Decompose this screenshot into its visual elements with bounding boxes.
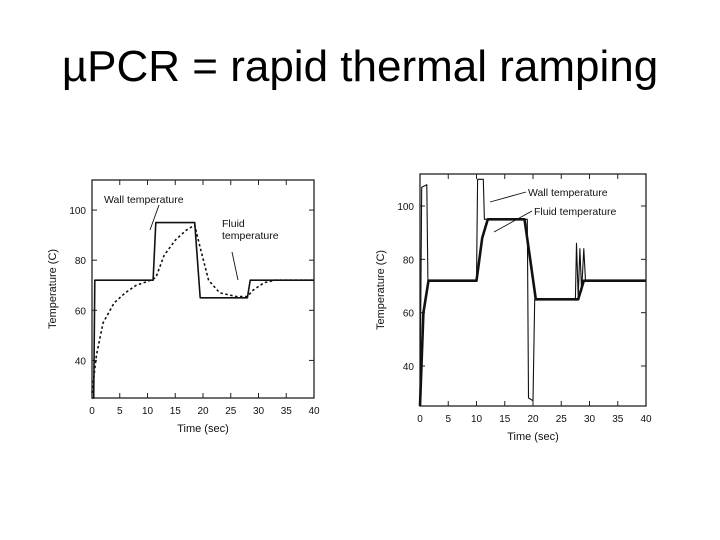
- x-tick-label: 20: [197, 406, 209, 417]
- y-axis-label: Temperature (C): [47, 249, 59, 329]
- x-tick-label: 35: [281, 406, 293, 417]
- x-tick-label: 15: [499, 414, 511, 425]
- chart-wall-vs-fluid-left: 0 5 10 15 20 25 30 35 40 40 60 80 100 Time (sec) Tempe…: [47, 179, 320, 435]
- x-tick-label: 35: [612, 414, 624, 425]
- x-tick-label: 0: [89, 406, 95, 417]
- plot-frame: [91, 179, 315, 399]
- y-tick-label: 100: [69, 206, 86, 217]
- annotation-wall-temperature: Wall temperature: [104, 194, 184, 206]
- y-tick-label: 40: [75, 356, 87, 367]
- series-line-wall-temperature: [92, 221, 314, 399]
- x-tick-label: 25: [225, 406, 237, 417]
- slide-title: µPCR = rapid thermal ramping: [61, 42, 659, 91]
- x-tick-label: 10: [471, 414, 483, 425]
- y-axis-label: Temperature (C): [375, 250, 387, 330]
- annotation-fluid-temperature: Fluid temperature: [222, 218, 279, 242]
- leader-line: [493, 210, 533, 233]
- x-tick-label: 15: [170, 406, 182, 417]
- y-tick-label: 80: [75, 256, 87, 267]
- leader-line: [149, 204, 160, 231]
- y-tick-label: 60: [75, 306, 87, 317]
- x-tick-label: 0: [417, 414, 423, 425]
- x-tick-label: 5: [445, 414, 451, 425]
- x-tick-label: 40: [640, 414, 652, 425]
- x-axis-label: Time (sec): [177, 423, 229, 435]
- y-tick-label: 80: [403, 255, 415, 266]
- x-tick-label: 25: [556, 414, 568, 425]
- x-axis-label: Time (sec): [507, 431, 559, 443]
- y-tick-label: 60: [403, 309, 415, 320]
- chart-wall-vs-fluid-right: 0 5 10 15 20 25 30 35 40 40 60 80 100 Time (sec) Tempe…: [375, 173, 652, 443]
- y-tick-label: 40: [403, 362, 415, 373]
- x-tick-label: 5: [117, 406, 123, 417]
- leader-line: [489, 191, 527, 203]
- leader-line: [231, 251, 239, 281]
- x-tick-label: 40: [308, 406, 320, 417]
- x-tick-label: 20: [527, 414, 539, 425]
- y-tick-label: 100: [397, 202, 414, 213]
- x-tick-label: 30: [253, 406, 265, 417]
- x-tick-label: 10: [142, 406, 154, 417]
- annotation-fluid-temperature: Fluid temperature: [534, 206, 616, 218]
- x-tick-label: 30: [584, 414, 596, 425]
- series-line-fluid-temperature: [91, 224, 314, 394]
- series-line-fluid-temperature: [418, 218, 646, 407]
- annotation-wall-temperature: Wall temperature: [528, 187, 608, 199]
